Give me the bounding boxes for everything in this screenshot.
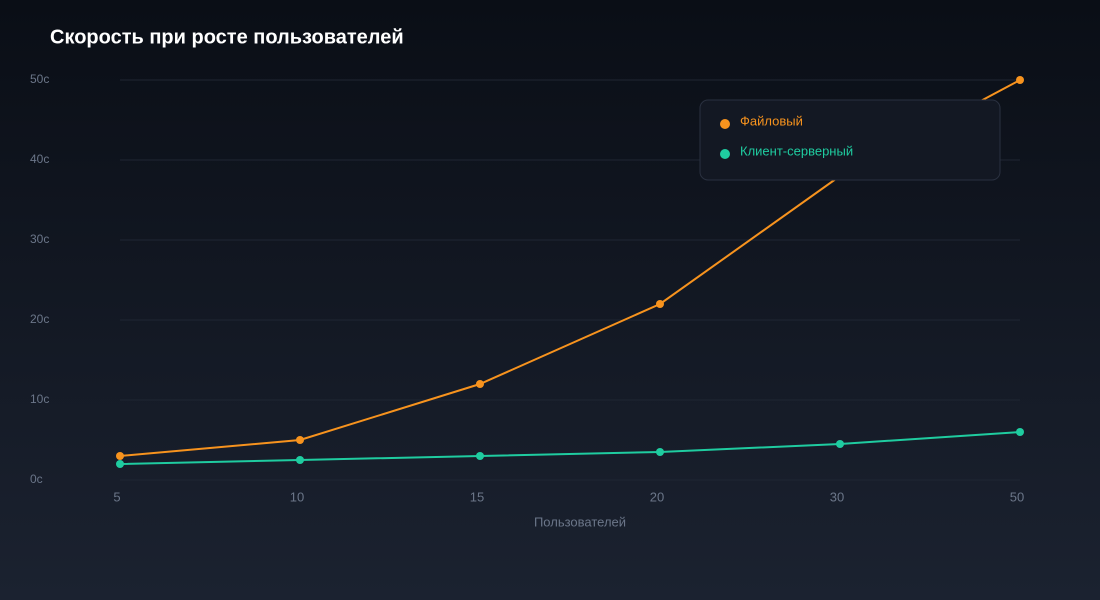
legend-label: Клиент-серверный xyxy=(740,143,853,158)
series-line xyxy=(119,431,1021,465)
y-tick-label: 20с xyxy=(30,312,49,326)
data-point xyxy=(116,460,124,468)
x-axis-label: Пользователей xyxy=(534,514,626,529)
grid: 0с 10с 20с 30с 40с 50с 5 10 15 20 30 50 xyxy=(30,72,1024,504)
y-tick-label: 40с xyxy=(30,152,49,166)
y-tick-label: 0с xyxy=(30,472,43,486)
data-point xyxy=(116,452,124,460)
x-tick-label: 20 xyxy=(650,489,664,504)
data-point xyxy=(836,440,844,448)
y-tick-label: 50с xyxy=(30,72,49,86)
x-tick-label: 10 xyxy=(290,489,304,504)
data-point xyxy=(296,456,304,464)
legend-label: Файловый xyxy=(740,113,803,128)
data-point xyxy=(1016,76,1024,84)
legend-marker xyxy=(720,149,730,159)
y-tick-label: 10с xyxy=(30,392,49,406)
data-point xyxy=(296,436,304,444)
x-tick-label: 15 xyxy=(470,489,484,504)
data-point xyxy=(1016,428,1024,436)
data-point xyxy=(476,452,484,460)
data-point xyxy=(656,448,664,456)
chart-title: Скорость при росте пользователей xyxy=(50,26,404,48)
legend: Файловый Клиент-серверный xyxy=(720,113,853,159)
x-tick-label: 30 xyxy=(830,489,844,504)
data-point xyxy=(656,300,664,308)
data-point xyxy=(476,380,484,388)
legend-box xyxy=(699,99,1001,181)
legend-marker xyxy=(720,119,730,129)
y-tick-label: 30с xyxy=(30,232,49,246)
x-tick-label: 5 xyxy=(113,489,120,504)
x-tick-label: 50 xyxy=(1010,489,1024,504)
